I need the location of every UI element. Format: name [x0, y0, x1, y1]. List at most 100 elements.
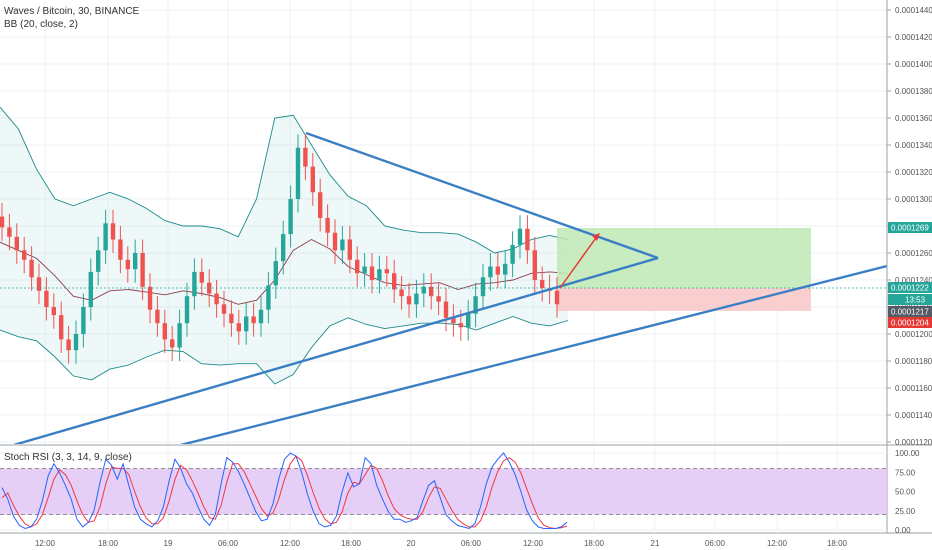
candle-body	[295, 147, 301, 199]
time-axis-tick: 12:00	[523, 539, 544, 548]
candle-body	[29, 259, 34, 278]
time-axis-tick: 06:00	[705, 539, 726, 548]
price-axis-tick: 0.0001400	[895, 60, 932, 69]
stop-zone[interactable]	[557, 288, 811, 311]
candle-body	[251, 316, 256, 324]
candle-body	[369, 266, 375, 280]
price-tag-stop: 0.0001204	[888, 317, 932, 328]
candle-body	[110, 223, 116, 240]
candle-body	[170, 339, 175, 348]
lower-trendline[interactable]	[0, 256, 659, 449]
candle-body	[177, 323, 182, 348]
candle-body	[96, 250, 101, 272]
time-axis-tick: 18:00	[341, 539, 362, 548]
time-axis-tick: 12:00	[35, 539, 56, 548]
stoch-k-line	[1, 452, 568, 530]
candle-body	[214, 293, 219, 305]
candle-body	[436, 296, 441, 302]
time-axis-tick: 18:00	[584, 539, 605, 548]
upper-trendline[interactable]	[305, 131, 659, 260]
candle-body	[503, 263, 508, 275]
candle-body	[332, 232, 338, 251]
candle-body	[273, 261, 278, 286]
price-axis-tick: 0.0001440	[895, 6, 932, 15]
candle-body	[118, 239, 123, 260]
candle-body	[495, 266, 500, 275]
candle-body	[525, 228, 530, 251]
time-axis-tick: 06:00	[218, 539, 239, 548]
price-axis-tick: 0.0001360	[895, 114, 932, 123]
candle-body	[162, 323, 167, 340]
stoch-axis-tick: 50.00	[895, 488, 916, 497]
price-axis-tick: 0.0001240	[895, 276, 932, 285]
candle-body	[7, 227, 12, 237]
candle-body	[221, 304, 227, 314]
svg-text:0.0001269: 0.0001269	[891, 224, 929, 233]
candle-body	[310, 166, 315, 193]
candle-body	[451, 317, 456, 324]
bb-basis-line	[0, 238, 569, 305]
time-axis-tick: 20	[407, 539, 416, 548]
price-tag-entry: 0.0001217	[888, 306, 932, 317]
candle-body	[199, 271, 204, 283]
stoch-indicator-label[interactable]: Stoch RSI (3, 3, 14, 9, close)	[4, 452, 132, 463]
time-axis-tick: 12:00	[280, 539, 301, 548]
candle-body	[14, 236, 19, 251]
candle-body	[303, 147, 308, 167]
candle-body	[325, 217, 330, 233]
time-axis-tick: 06:00	[461, 539, 482, 548]
stoch-axis: 100.00 75.00 50.00 25.00 0.00	[895, 449, 920, 535]
time-axis-tick: 19	[164, 539, 173, 548]
candle-body	[429, 286, 434, 297]
candle-body	[488, 266, 493, 278]
price-axis-tick: 0.0001160	[895, 384, 932, 393]
candle-body	[140, 253, 145, 287]
candle-body	[399, 289, 404, 297]
candle-body	[133, 253, 138, 270]
stoch-axis-tick: 100.00	[895, 449, 920, 458]
candle-body	[73, 334, 79, 351]
candle-body	[532, 250, 537, 280]
candle-body	[88, 271, 93, 307]
price-axis[interactable]: 0.0001440 0.0001420 0.0001400 0.0001380 0.00…	[887, 6, 932, 447]
svg-text:0.0001204: 0.0001204	[891, 319, 929, 328]
candle-body	[192, 271, 197, 297]
support-trendline[interactable]	[165, 264, 887, 449]
candle-body	[414, 293, 419, 305]
time-axis-tick: 18:00	[98, 539, 119, 548]
time-axis[interactable]: 12:00 18:00 19 06:00 12:00 18:00 20 06:00 12:00 1…	[35, 539, 848, 548]
price-axis-tick: 0.0001300	[895, 195, 932, 204]
price-axis-tick: 0.0001120	[895, 438, 932, 447]
candle-body	[340, 239, 345, 251]
candle-body	[384, 269, 389, 274]
stoch-axis-tick: 25.00	[895, 507, 916, 516]
candle-body	[473, 296, 478, 314]
candle-body	[66, 339, 71, 351]
price-axis-tick: 0.0001200	[895, 330, 932, 339]
price-axis-tick: 0.0001340	[895, 141, 932, 150]
price-tag-last: 0.0001222	[888, 282, 932, 293]
candle-body	[406, 296, 412, 305]
candle-body	[517, 228, 523, 245]
bb-upper-band	[0, 106, 569, 254]
projection-arrow[interactable]	[559, 234, 599, 289]
stoch-axis-tick: 0.00	[895, 526, 911, 535]
candle-body	[355, 259, 360, 274]
candle-body	[266, 285, 271, 310]
candle-body	[458, 323, 463, 328]
candle-body	[236, 323, 241, 332]
projection-arrow-head	[592, 233, 600, 241]
stoch-d-line	[1, 455, 568, 530]
candle-body	[44, 290, 49, 307]
bb-indicator-label[interactable]: BB (20, close, 2)	[4, 19, 78, 30]
svg-text:0.0001217: 0.0001217	[891, 308, 929, 317]
chart-title[interactable]: Waves / Bitcoin, 30, BINANCE	[4, 6, 140, 17]
candle-body	[258, 309, 264, 324]
candle-countdown: 13:53	[888, 294, 932, 305]
candle-body	[377, 269, 382, 280]
candle-body	[362, 266, 367, 274]
stoch-axis-tick: 75.00	[895, 468, 916, 477]
candle-body	[36, 277, 42, 291]
price-axis-tick: 0.0001180	[895, 357, 932, 366]
